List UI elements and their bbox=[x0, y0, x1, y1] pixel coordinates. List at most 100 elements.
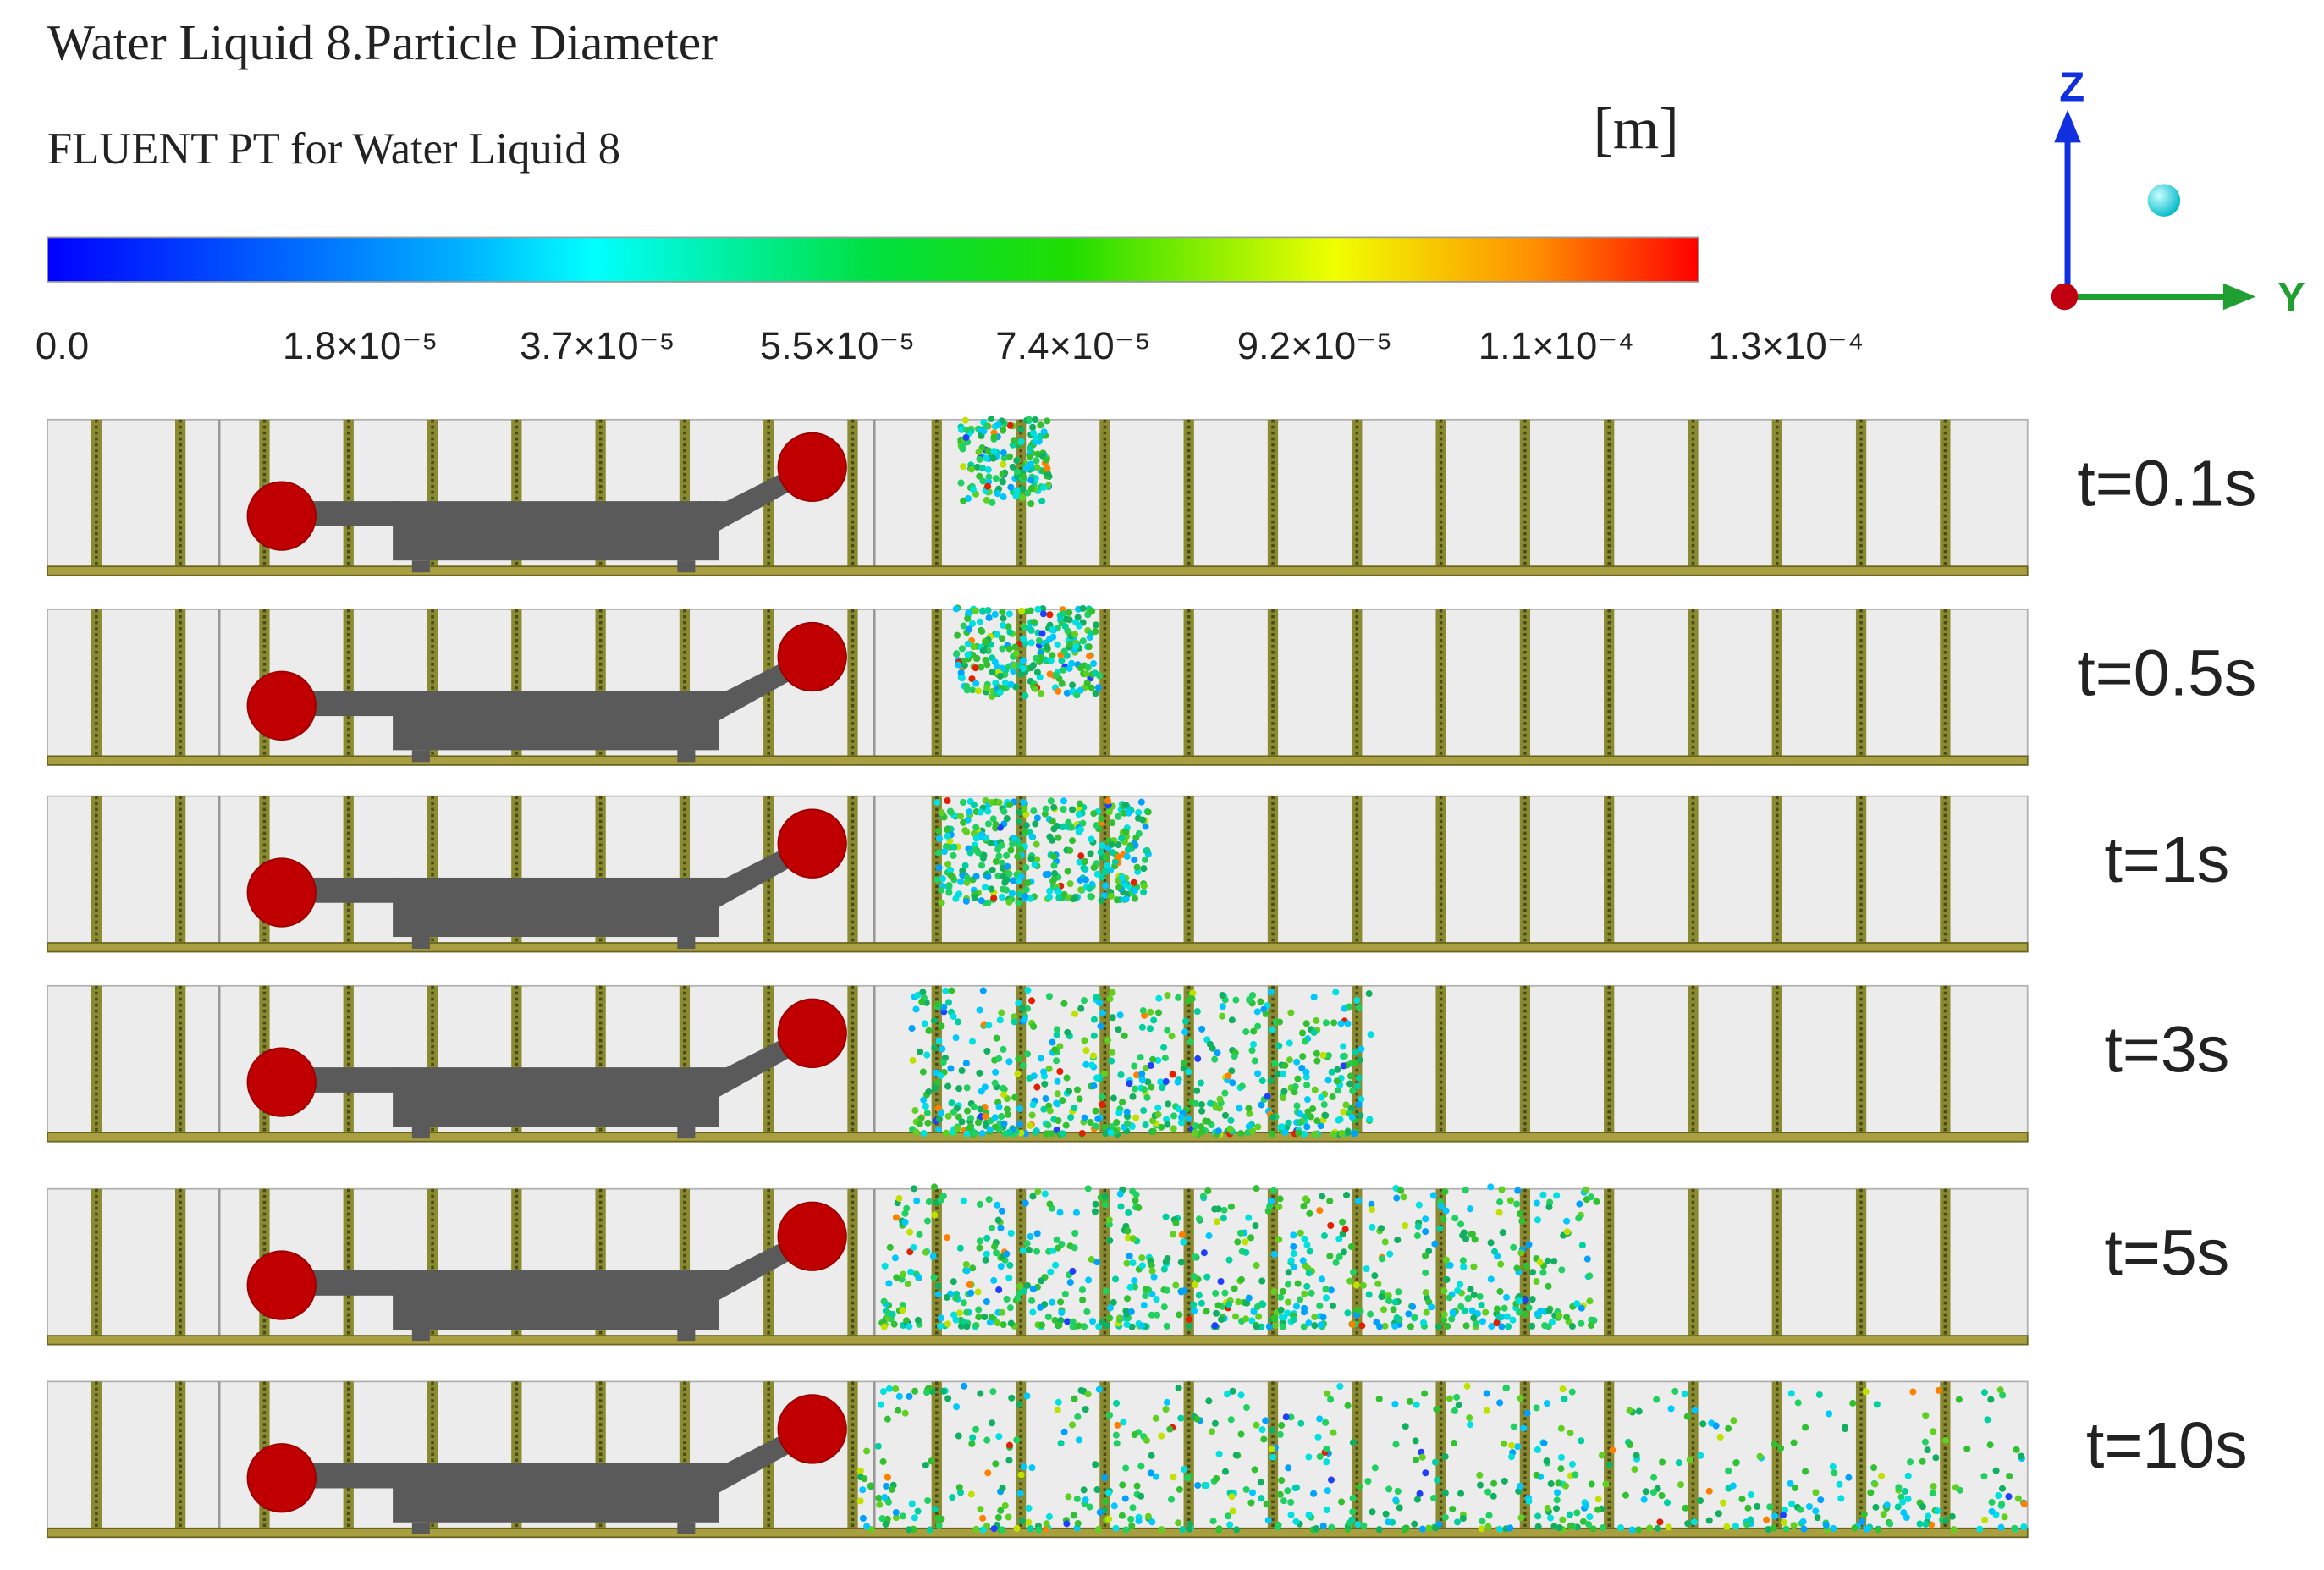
particle bbox=[1454, 1518, 1462, 1526]
particle bbox=[1022, 864, 1030, 872]
particle bbox=[931, 1044, 939, 1052]
particle bbox=[1322, 1019, 1330, 1027]
particle bbox=[1327, 1286, 1335, 1294]
particle bbox=[1257, 998, 1264, 1005]
particle bbox=[1584, 1521, 1593, 1529]
particle bbox=[1017, 1471, 1025, 1479]
particle bbox=[1317, 1321, 1324, 1329]
particle bbox=[999, 1308, 1006, 1316]
particle bbox=[1122, 1526, 1130, 1534]
particle bbox=[999, 478, 1006, 486]
particle bbox=[1082, 1496, 1089, 1504]
particle bbox=[1228, 1067, 1236, 1075]
particle bbox=[1287, 1009, 1295, 1016]
particle bbox=[950, 1108, 957, 1116]
particle bbox=[859, 1514, 867, 1522]
particle bbox=[1290, 1231, 1297, 1239]
wheel-right bbox=[777, 1201, 847, 1271]
particle bbox=[1265, 1323, 1273, 1330]
particle bbox=[1253, 1262, 1260, 1270]
particle bbox=[1697, 1496, 1704, 1505]
particle bbox=[1131, 1085, 1138, 1093]
particle bbox=[1290, 1250, 1297, 1258]
particle bbox=[1457, 1490, 1465, 1497]
particle bbox=[1164, 1027, 1171, 1034]
particle bbox=[1401, 1526, 1408, 1534]
particle bbox=[1071, 1105, 1078, 1112]
particle bbox=[980, 851, 988, 859]
particle bbox=[1279, 1287, 1286, 1295]
particle bbox=[1093, 822, 1100, 829]
particle bbox=[1712, 1422, 1720, 1430]
particle bbox=[1014, 853, 1022, 861]
particle bbox=[1181, 1028, 1189, 1036]
particle bbox=[1287, 1413, 1295, 1421]
particle bbox=[1013, 1524, 1021, 1532]
particle bbox=[1124, 1234, 1132, 1242]
y-arrow bbox=[2222, 283, 2256, 311]
foot bbox=[411, 937, 430, 950]
particle bbox=[1125, 1209, 1132, 1216]
particle bbox=[1193, 1087, 1201, 1094]
particle bbox=[1517, 1395, 1524, 1402]
particle bbox=[1082, 876, 1090, 884]
particle bbox=[1220, 1206, 1228, 1214]
particle bbox=[1916, 1520, 1924, 1528]
view-sphere bbox=[2147, 184, 2181, 217]
particle bbox=[994, 631, 1001, 638]
particle bbox=[1448, 1315, 1456, 1323]
particle bbox=[1053, 1099, 1060, 1107]
particle bbox=[1305, 1511, 1313, 1518]
particle bbox=[1143, 847, 1150, 855]
particle bbox=[1051, 1316, 1059, 1324]
particle bbox=[920, 1096, 928, 1104]
particle bbox=[972, 607, 979, 614]
particle bbox=[1015, 1055, 1022, 1062]
particle bbox=[1007, 680, 1015, 688]
particle bbox=[1814, 1514, 1821, 1522]
particle bbox=[940, 1003, 948, 1011]
particle bbox=[925, 1027, 933, 1034]
particle bbox=[1044, 465, 1051, 472]
particle bbox=[1033, 669, 1041, 676]
particle bbox=[1057, 1298, 1065, 1306]
particle bbox=[1340, 1248, 1347, 1256]
particle bbox=[1033, 840, 1040, 848]
particle bbox=[1863, 1525, 1870, 1533]
particle bbox=[1027, 1121, 1034, 1129]
particle bbox=[960, 463, 967, 471]
particle bbox=[955, 1484, 963, 1491]
particle bbox=[1293, 1058, 1301, 1066]
particle bbox=[1045, 1065, 1053, 1072]
particle bbox=[1658, 1492, 1666, 1500]
particle bbox=[1313, 1057, 1321, 1065]
particle bbox=[1576, 1200, 1583, 1208]
particle bbox=[1518, 1217, 1526, 1225]
particle bbox=[1053, 1057, 1060, 1065]
particle bbox=[1525, 1241, 1533, 1248]
particle bbox=[1501, 1304, 1508, 1312]
particle bbox=[931, 1506, 939, 1513]
particle bbox=[1005, 610, 1013, 618]
particle bbox=[1108, 840, 1115, 848]
particle bbox=[1253, 1008, 1261, 1016]
wheel-left bbox=[246, 670, 317, 741]
particle bbox=[1952, 1484, 1960, 1491]
particle bbox=[1771, 1441, 1778, 1448]
particle bbox=[1482, 1308, 1490, 1316]
particle bbox=[1462, 1187, 1469, 1194]
particle bbox=[1304, 1108, 1312, 1116]
time-label: t=0.5s bbox=[2077, 637, 2256, 710]
particle bbox=[1534, 1512, 1542, 1520]
particle bbox=[1019, 485, 1027, 493]
particle bbox=[1084, 1391, 1092, 1398]
particle bbox=[1316, 1415, 1324, 1423]
particle bbox=[976, 1244, 983, 1252]
particle bbox=[1055, 834, 1062, 841]
particle bbox=[1851, 1524, 1859, 1532]
particle bbox=[1106, 1237, 1114, 1244]
particle bbox=[1521, 1310, 1528, 1318]
particle bbox=[949, 1494, 956, 1501]
particle bbox=[1873, 1401, 1881, 1408]
particle bbox=[936, 1322, 944, 1330]
